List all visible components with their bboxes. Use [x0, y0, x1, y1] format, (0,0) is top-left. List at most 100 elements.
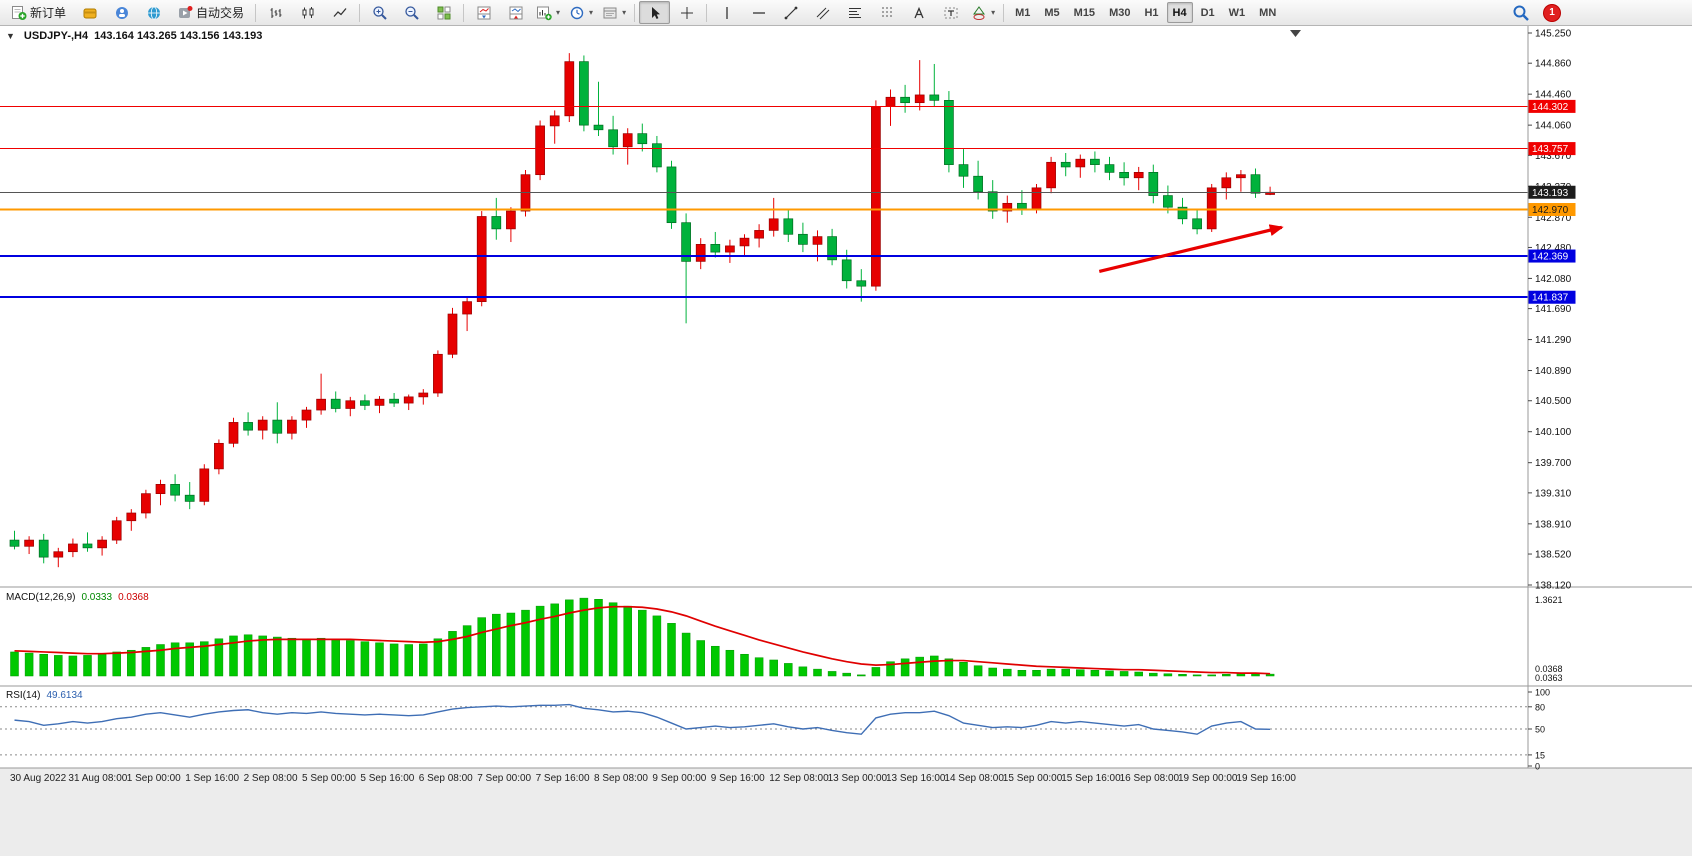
- svg-text:7 Sep 16:00: 7 Sep 16:00: [536, 773, 590, 784]
- search-icon: [1512, 4, 1530, 22]
- community-button[interactable]: [106, 1, 137, 24]
- cursor-tool-button[interactable]: [639, 1, 671, 24]
- svg-text:19 Sep 00:00: 19 Sep 00:00: [1178, 773, 1238, 784]
- label-tool-button[interactable]: [935, 1, 966, 24]
- clock-icon: [569, 5, 585, 21]
- new-order-icon: [11, 5, 27, 21]
- new-order-label: 新订单: [30, 6, 67, 20]
- timeframe-w1-button[interactable]: W1: [1228, 6, 1246, 19]
- svg-text:138.120: 138.120: [1535, 581, 1572, 592]
- fibonacci-tool-button[interactable]: [839, 1, 870, 24]
- timeframe-d1-button[interactable]: D1: [1200, 6, 1215, 19]
- price-axis[interactable]: 145.250144.860144.460144.060143.670143.2…: [1528, 29, 1576, 592]
- new-order-button[interactable]: 新订单: [4, 1, 73, 24]
- timeframe-m30-button[interactable]: M30: [1109, 6, 1131, 19]
- horizontal-line-tool-button[interactable]: [743, 1, 774, 24]
- vertical-line-tool-button[interactable]: [711, 1, 742, 24]
- macd-indicator-label: MACD(12,26,9) 0.0333 0.0368: [6, 592, 149, 603]
- toolbar-separator: [1003, 3, 1005, 22]
- timeframe-h4-button[interactable]: H4: [1166, 2, 1193, 23]
- zoom-out-button[interactable]: [396, 1, 427, 24]
- macd-signal-value: 0.0368: [118, 592, 149, 603]
- bar-chart-button[interactable]: [260, 1, 291, 24]
- svg-text:143.193: 143.193: [1532, 188, 1569, 199]
- price-badge: 144.302: [1528, 99, 1576, 113]
- chart-background: [0, 26, 1692, 768]
- svg-text:50: 50: [1535, 725, 1545, 735]
- timeframe-m5-button[interactable]: M5: [1044, 6, 1060, 19]
- macd-name: MACD(12,26,9): [6, 592, 76, 603]
- svg-text:138.520: 138.520: [1535, 550, 1572, 561]
- tile-windows-button[interactable]: [428, 1, 459, 24]
- macd-signal-line: [14, 605, 1271, 675]
- rsi-panel[interactable]: 100 80 50 15 0: [14, 688, 1551, 772]
- chart-title: ▼ USDJPY-,H4 143.164 143.265 143.156 143…: [6, 30, 262, 42]
- notification-badge[interactable]: 1: [1544, 4, 1560, 21]
- new-chart-icon: [536, 5, 552, 21]
- zoom-in-button[interactable]: [364, 1, 395, 24]
- globe-icon: [146, 5, 162, 21]
- period-button[interactable]: ▾: [565, 1, 597, 24]
- new-chart-button[interactable]: ▾: [532, 1, 564, 24]
- autotrading-button[interactable]: 自动交易: [170, 1, 251, 24]
- timeframe-h1-button[interactable]: H1: [1144, 6, 1159, 19]
- chevron-down-icon: ▾: [556, 7, 561, 17]
- svg-text:80: 80: [1535, 702, 1545, 712]
- crosshair-icon: [679, 5, 695, 21]
- cycle-lines-tool-button[interactable]: [871, 1, 902, 24]
- text-tool-button[interactable]: [903, 1, 934, 24]
- line-chart-icon: [332, 5, 348, 21]
- templates-button[interactable]: ▾: [598, 1, 630, 24]
- crosshair-tool-button[interactable]: [671, 1, 702, 24]
- fibonacci-icon: [847, 5, 863, 21]
- shapes-tool-button[interactable]: ▾: [967, 1, 999, 24]
- svg-text:16 Sep 08:00: 16 Sep 08:00: [1120, 773, 1180, 784]
- chart-pane-up-icon: [476, 5, 492, 21]
- autotrading-label: 自动交易: [196, 6, 245, 20]
- time-axis-strip: [0, 768, 1692, 851]
- autotrading-icon: [177, 5, 193, 21]
- svg-text:144.860: 144.860: [1535, 59, 1572, 70]
- trendline-tool-button[interactable]: [775, 1, 806, 24]
- svg-text:141.837: 141.837: [1532, 293, 1569, 304]
- person-icon: [114, 5, 130, 21]
- trendline-icon: [783, 5, 799, 21]
- search-button[interactable]: [1505, 1, 1536, 24]
- svg-text:144.060: 144.060: [1535, 121, 1572, 132]
- template-icon: [602, 5, 618, 21]
- svg-text:141.690: 141.690: [1535, 304, 1572, 315]
- svg-text:0.0363: 0.0363: [1535, 673, 1563, 683]
- svg-text:0: 0: [1535, 762, 1540, 772]
- svg-text:7 Sep 00:00: 7 Sep 00:00: [477, 773, 531, 784]
- chart-shift-marker[interactable]: [1290, 30, 1301, 37]
- timeframe-mn-button[interactable]: MN: [1259, 6, 1277, 19]
- macd-main-value: 0.0333: [81, 592, 113, 603]
- chart-canvas[interactable]: 145.250144.860144.460144.060143.670143.2…: [0, 26, 1692, 851]
- ohlc-values: 143.164 143.265 143.156 143.193: [94, 30, 263, 42]
- timeframe-m1-button[interactable]: M1: [1015, 6, 1031, 19]
- trend-arrow-annotation[interactable]: [1098, 224, 1284, 274]
- symbol-period-label: USDJPY-,H4: [23, 30, 89, 42]
- candlestick-chart-button[interactable]: [292, 1, 323, 24]
- wallet-icon: [82, 5, 98, 21]
- svg-text:5 Sep 16:00: 5 Sep 16:00: [360, 773, 414, 784]
- indicator-window-down-button[interactable]: [500, 1, 531, 24]
- svg-text:30 Aug 2022: 30 Aug 2022: [10, 773, 67, 784]
- line-chart-button[interactable]: [324, 1, 355, 24]
- svg-text:15: 15: [1535, 750, 1545, 760]
- help-button[interactable]: [138, 1, 169, 24]
- channel-tool-button[interactable]: [807, 1, 838, 24]
- svg-text:140.890: 140.890: [1535, 366, 1572, 377]
- one-click-trading-expander[interactable]: ▼: [6, 31, 15, 41]
- time-axis[interactable]: 30 Aug 2022 31 Aug 08:00 1 Sep 00:00 1 Sep …: [10, 773, 1296, 784]
- svg-text:139.310: 139.310: [1535, 488, 1572, 499]
- horizontal-lines[interactable]: [0, 105, 1528, 299]
- zoom-out-icon: [404, 5, 420, 21]
- indicator-window-up-button[interactable]: [468, 1, 499, 24]
- rsi-value: 49.6134: [46, 690, 83, 701]
- svg-text:140.500: 140.500: [1535, 396, 1572, 407]
- rsi-indicator-label: RSI(14) 49.6134: [6, 690, 83, 701]
- market-watch-button[interactable]: [74, 1, 105, 24]
- timeframe-m15-button[interactable]: M15: [1073, 6, 1096, 19]
